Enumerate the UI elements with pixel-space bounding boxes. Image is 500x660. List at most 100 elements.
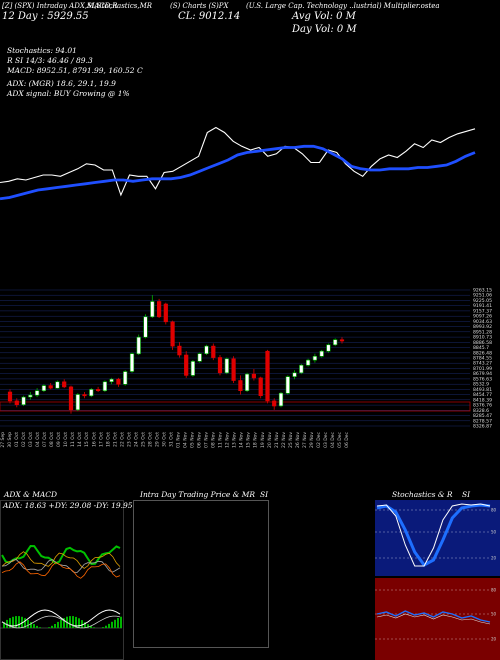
price-tick-label: 9225.05 — [473, 298, 492, 304]
candle-body — [41, 385, 46, 392]
adx-signal-line — [1, 561, 121, 579]
macd-histogram — [0, 609, 122, 629]
stoch-k-line — [376, 503, 491, 567]
candle-body — [48, 385, 53, 389]
candle-body — [217, 357, 223, 374]
stoch-level-label: 80 — [491, 508, 497, 513]
stoch-level-label: 50 — [491, 530, 497, 535]
candle-body — [292, 372, 297, 377]
macd-bar — [9, 618, 11, 628]
candle-body — [197, 353, 202, 362]
date-tick-label: 02 Dec — [316, 431, 322, 447]
candle-body — [28, 394, 33, 398]
adx-macd-title: ADX & MACD — [4, 490, 58, 499]
date-tick-label: 08 Nov — [211, 432, 217, 448]
candle-body — [211, 345, 216, 358]
header-title-1: [Z] (SPX) Intraday ADX,MACD,R — [2, 2, 118, 10]
macd-bar — [6, 619, 8, 628]
support-band — [0, 401, 471, 412]
intraday-title-suffix: SI — [260, 490, 269, 499]
date-tick-label: 30 Oct — [162, 432, 168, 447]
macd-bar — [33, 624, 35, 628]
macd-bar — [48, 627, 50, 628]
price-axis: 9263.159251.069225.059191.419157.379097.… — [473, 288, 492, 430]
macd-bar — [93, 627, 95, 628]
header-title-3: (S) Charts (S)PX — [170, 2, 229, 10]
macd-bar — [27, 620, 29, 628]
candle-body — [339, 339, 345, 342]
date-tick-label: 14 Oct — [77, 432, 83, 447]
date-tick-label: 04 Dec — [330, 431, 336, 447]
date-tick-label: 01 Nov — [176, 432, 182, 448]
candle-body — [21, 396, 26, 406]
date-tick-label: 05 Nov — [190, 432, 196, 448]
macd-bar — [57, 621, 59, 628]
candle-body — [68, 386, 74, 411]
date-tick-label: 09 Oct — [56, 432, 62, 447]
candle-body — [116, 378, 121, 385]
price-tick-label: 8278.57 — [473, 418, 492, 424]
macd-bar — [12, 616, 14, 628]
date-tick-label: 22 Oct — [119, 432, 125, 447]
macd-bar — [84, 622, 86, 628]
candle-body — [96, 389, 101, 391]
header-title-2: SI,Stochastics,MR — [87, 2, 153, 10]
candle-body — [204, 345, 209, 355]
candle-body — [190, 361, 196, 376]
adx-line — [1, 559, 121, 573]
candle-body — [55, 381, 60, 389]
candle-body — [89, 389, 94, 397]
candle-body — [123, 371, 128, 385]
date-tick-label: 10 Oct — [63, 432, 69, 447]
macd-bar — [30, 622, 32, 628]
adx-signal-readout: ADX signal: BUY Growing @ 1% — [7, 89, 130, 98]
macd-line — [1, 609, 121, 627]
price-tick-label: 8576.63 — [473, 376, 492, 382]
candle-body — [299, 364, 304, 374]
stoch-title: Stochastics & R — [392, 490, 453, 499]
rsi-line — [376, 610, 491, 623]
price-tick-label: 8532.9 — [473, 382, 489, 388]
macd-bar — [81, 620, 83, 628]
rsi-level-label: 80 — [491, 588, 497, 593]
price-tick-label: 8743.27 — [473, 361, 492, 367]
candle-body — [245, 373, 250, 392]
rsi-signal-line — [376, 613, 491, 625]
stoch-d-line — [376, 503, 491, 567]
price-tick-label: 8784.55 — [473, 356, 492, 362]
candle-body — [319, 350, 324, 357]
candle-body — [136, 336, 141, 355]
rsi-lines: 80 50 20 — [375, 588, 497, 642]
candle-body — [285, 376, 290, 394]
price-tick-label: 9034.63 — [473, 319, 492, 325]
price-tick-label: 8493.81 — [473, 387, 492, 393]
candle-body — [7, 391, 13, 402]
price-tick-label: 8285.47 — [473, 413, 492, 419]
macd-bar — [39, 627, 41, 628]
intraday-title: Intra Day Trading Price & MR — [140, 490, 256, 499]
price-tick-label: 8376.76 — [473, 403, 492, 409]
stochastic-lines: 80 50 20 — [375, 503, 497, 567]
date-line: 12 Day : 5929.55 — [2, 11, 89, 22]
overview-price-line — [0, 126, 476, 197]
adx-minus-line — [1, 551, 121, 569]
date-tick-label: 18 Oct — [105, 432, 111, 447]
date-tick-label: 27 Nov — [302, 432, 308, 448]
date-tick-label: 06 Nov — [197, 432, 203, 448]
candle-body — [102, 381, 107, 391]
date-tick-label: 15 Oct — [84, 432, 90, 447]
rsi-level-label: 50 — [491, 612, 497, 617]
price-tick-label: 8701.99 — [473, 366, 492, 372]
price-tick-label: 8328.6 — [473, 408, 489, 414]
macd-bar — [108, 623, 110, 628]
date-tick-label: 04 Nov — [183, 432, 189, 448]
candle-body — [177, 345, 182, 356]
candle-body — [333, 339, 338, 346]
date-tick-label: 13 Nov — [232, 432, 238, 448]
price-tick-label: 8910.73 — [473, 335, 492, 341]
macd-bar — [87, 624, 89, 628]
macd-bar — [60, 619, 62, 628]
price-tick-label: 8886.58 — [473, 340, 492, 346]
date-tick-label: 07 Nov — [204, 432, 210, 448]
